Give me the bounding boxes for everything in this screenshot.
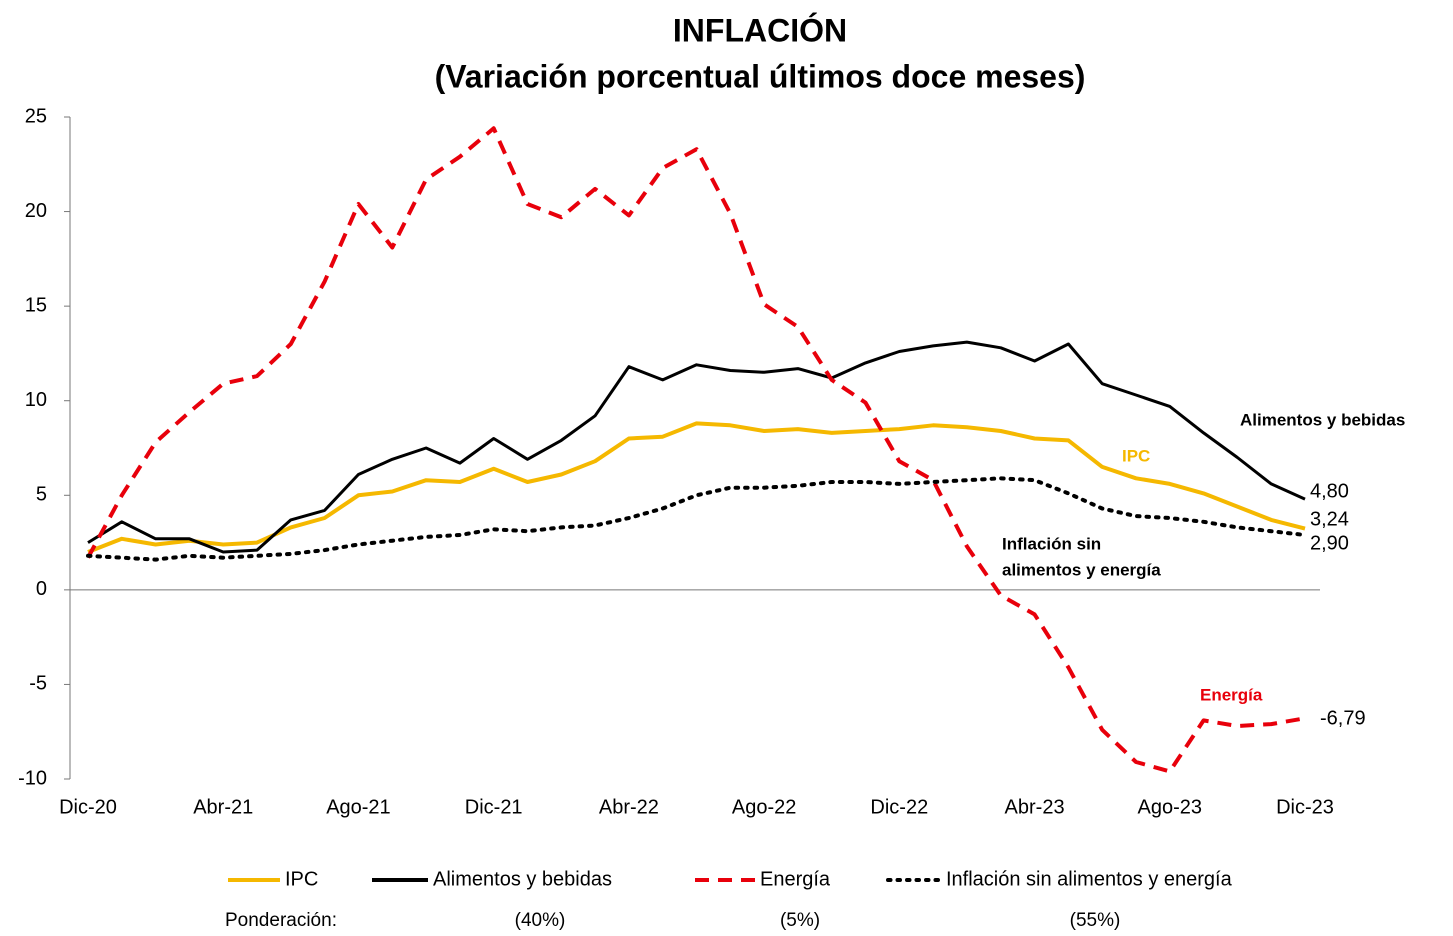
series-line <box>87 340 1306 554</box>
annotation: IPC <box>1122 446 1150 465</box>
value-label: -6,79 <box>1320 707 1366 729</box>
y-tick-label: 20 <box>25 200 47 222</box>
weight-label: (5%) <box>780 910 820 931</box>
legend-label: Inflación sin alimentos y energía <box>946 868 1233 890</box>
y-tick-label: -5 <box>29 673 47 695</box>
x-tick-label: Abr-23 <box>1005 796 1065 818</box>
chart-title: INFLACIÓN <box>673 12 847 48</box>
weights-label: Ponderación: <box>225 910 337 931</box>
y-tick-label: -10 <box>18 767 47 789</box>
y-tick-label: 0 <box>36 578 47 600</box>
x-tick-label: Dic-22 <box>870 796 928 818</box>
legend-label: Alimentos y bebidas <box>433 868 612 890</box>
annotation: Energía <box>1200 685 1263 704</box>
weight-label: (40%) <box>515 910 566 931</box>
annotation: alimentos y energía <box>1002 560 1161 579</box>
annotation: Alimentos y bebidas <box>1240 410 1405 429</box>
series-line <box>86 126 1306 774</box>
x-tick-label: Dic-21 <box>465 796 523 818</box>
weight-label: (55%) <box>1070 910 1121 931</box>
value-label: 4,80 <box>1310 480 1349 502</box>
y-tick-label: 25 <box>25 105 47 127</box>
x-tick-label: Dic-23 <box>1276 796 1334 818</box>
x-tick-label: Ago-21 <box>326 796 391 818</box>
x-tick-label: Abr-21 <box>193 796 253 818</box>
value-label: 3,24 <box>1310 508 1349 530</box>
legend-label: Energía <box>760 868 831 890</box>
chart-title: (Variación porcentual últimos doce meses… <box>435 58 1086 94</box>
annotation: Inflación sin <box>1002 534 1101 553</box>
legend-label: IPC <box>285 868 318 890</box>
x-tick-label: Ago-22 <box>732 796 797 818</box>
series-line <box>87 421 1306 554</box>
series-line <box>86 476 1307 562</box>
x-tick-label: Abr-22 <box>599 796 659 818</box>
y-tick-label: 15 <box>25 294 47 316</box>
value-label: 2,90 <box>1310 532 1349 554</box>
y-tick-label: 10 <box>25 389 47 411</box>
y-tick-label: 5 <box>36 484 47 506</box>
x-tick-label: Ago-23 <box>1138 796 1203 818</box>
x-tick-label: Dic-20 <box>59 796 117 818</box>
